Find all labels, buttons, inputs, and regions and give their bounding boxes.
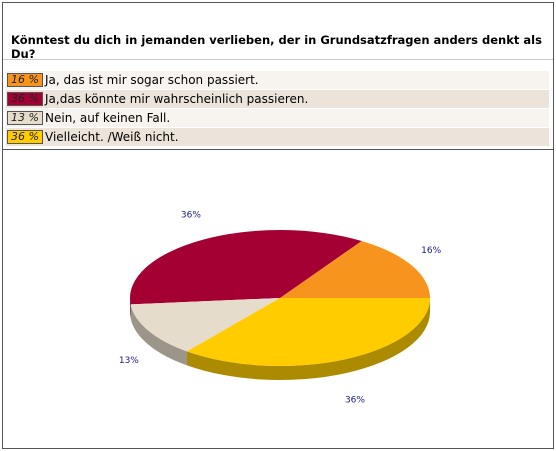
pie-slice-side xyxy=(186,298,430,381)
answer-label: Nein, auf keinen Fall. xyxy=(45,111,171,125)
divider xyxy=(3,59,553,60)
answer-row: 36 % Ja,das könnte mir wahrscheinlich pa… xyxy=(6,90,549,108)
pie-data-label: 16% xyxy=(421,246,441,256)
percent-badge: 13 % xyxy=(7,111,43,125)
percent-badge: 36 % xyxy=(7,130,43,144)
pie-slice-side xyxy=(130,298,131,319)
answer-row: 16 % Ja, das ist mir sogar schon passier… xyxy=(6,71,549,89)
answer-row: 36 % Vielleicht. /Weiß nicht. xyxy=(6,128,549,146)
pie-data-label: 36% xyxy=(181,211,201,221)
answer-label: Ja, das ist mir sogar schon passiert. xyxy=(45,73,259,87)
answer-label: Ja,das könnte mir wahrscheinlich passier… xyxy=(45,92,309,106)
poll-question: Könntest du dich in jemanden verlieben, … xyxy=(11,33,542,61)
pie-slice xyxy=(129,230,362,305)
pie-slice xyxy=(186,298,430,366)
percent-badge: 16 % xyxy=(7,73,43,87)
percent-badge: 36 % xyxy=(7,92,43,106)
answer-list: 16 % Ja, das ist mir sogar schon passier… xyxy=(6,71,549,147)
pie-chart-svg: 16% 36% 13% 36% xyxy=(119,211,442,406)
pie-data-label: 36% xyxy=(345,396,365,406)
pie-slice xyxy=(130,298,280,352)
divider xyxy=(3,149,553,150)
answer-row: 13 % Nein, auf keinen Fall. xyxy=(6,109,549,127)
pie-slice-side xyxy=(130,304,187,366)
answer-label: Vielleicht. /Weiß nicht. xyxy=(45,130,179,144)
pie-slice xyxy=(280,240,430,298)
pie-chart: 16% 36% 13% 36% xyxy=(3,151,553,447)
pie-data-label: 13% xyxy=(119,356,139,366)
